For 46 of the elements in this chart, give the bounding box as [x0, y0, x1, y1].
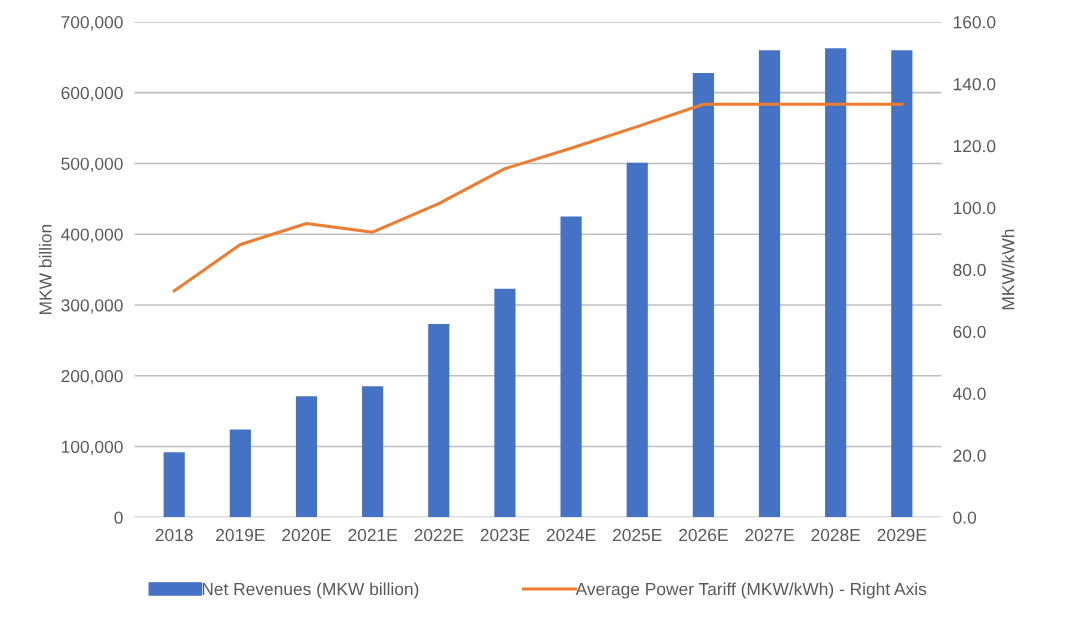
y-axis-title: MKW billion	[38, 224, 52, 315]
x-tick-label: 2026E	[679, 528, 728, 542]
y-tick-label: 300,000	[61, 299, 123, 314]
x-tick-label: 2029E	[877, 528, 927, 542]
x-tick-label: 2027E	[745, 528, 794, 542]
y2-tick-label: 20.0	[953, 449, 986, 462]
x-tick-label: 2020E	[282, 528, 331, 542]
x-tick-label: 2021E	[348, 528, 397, 542]
bar	[758, 50, 781, 518]
x-tick-label: 2028E	[811, 528, 861, 542]
bar	[560, 216, 582, 518]
y-tick-label: 600,000	[61, 86, 123, 102]
bar	[163, 452, 185, 518]
y2-tick-label: 0.0	[953, 511, 977, 524]
x-tick-label: 2025E	[613, 528, 662, 542]
y-tick-label: 700,000	[61, 16, 123, 31]
bar	[362, 386, 384, 518]
y-tick-label: 200,000	[61, 369, 123, 385]
bar	[295, 396, 318, 518]
y2-tick-label: 40.0	[953, 387, 986, 400]
legend-label: Net Revenues (MKW billion)	[202, 582, 419, 599]
bar	[692, 72, 714, 518]
y-tick-label: 400,000	[61, 228, 123, 243]
bar	[428, 324, 450, 518]
x-tick-label: 2019E	[216, 528, 265, 542]
x-tick-label: 2023E	[480, 528, 530, 542]
x-tick-label: 2022E	[414, 528, 464, 542]
x-tick-label: 2018	[155, 528, 193, 542]
line-series	[172, 102, 904, 293]
bar	[626, 162, 648, 518]
y-tick-label: 0	[114, 511, 123, 524]
legend-label: Average Power Tariff (MKW/kWh) - Right Axis	[575, 582, 927, 599]
bar	[229, 429, 251, 518]
bar	[891, 50, 913, 518]
y2-tick-label: 80.0	[953, 263, 986, 277]
y2-tick-label: 160.0	[953, 16, 996, 29]
y2-axis-title: MKW/kWh	[1001, 229, 1015, 310]
y-tick-label: 100,000	[61, 440, 123, 456]
y2-tick-label: 60.0	[953, 325, 986, 338]
y-tick-label: 500,000	[61, 157, 123, 172]
bar	[494, 288, 516, 518]
y2-tick-label: 140.0	[953, 78, 996, 91]
y2-tick-label: 100.0	[953, 201, 996, 215]
y2-tick-label: 120.0	[953, 139, 996, 153]
bar	[825, 48, 847, 518]
x-tick-label: 2024E	[546, 528, 596, 542]
